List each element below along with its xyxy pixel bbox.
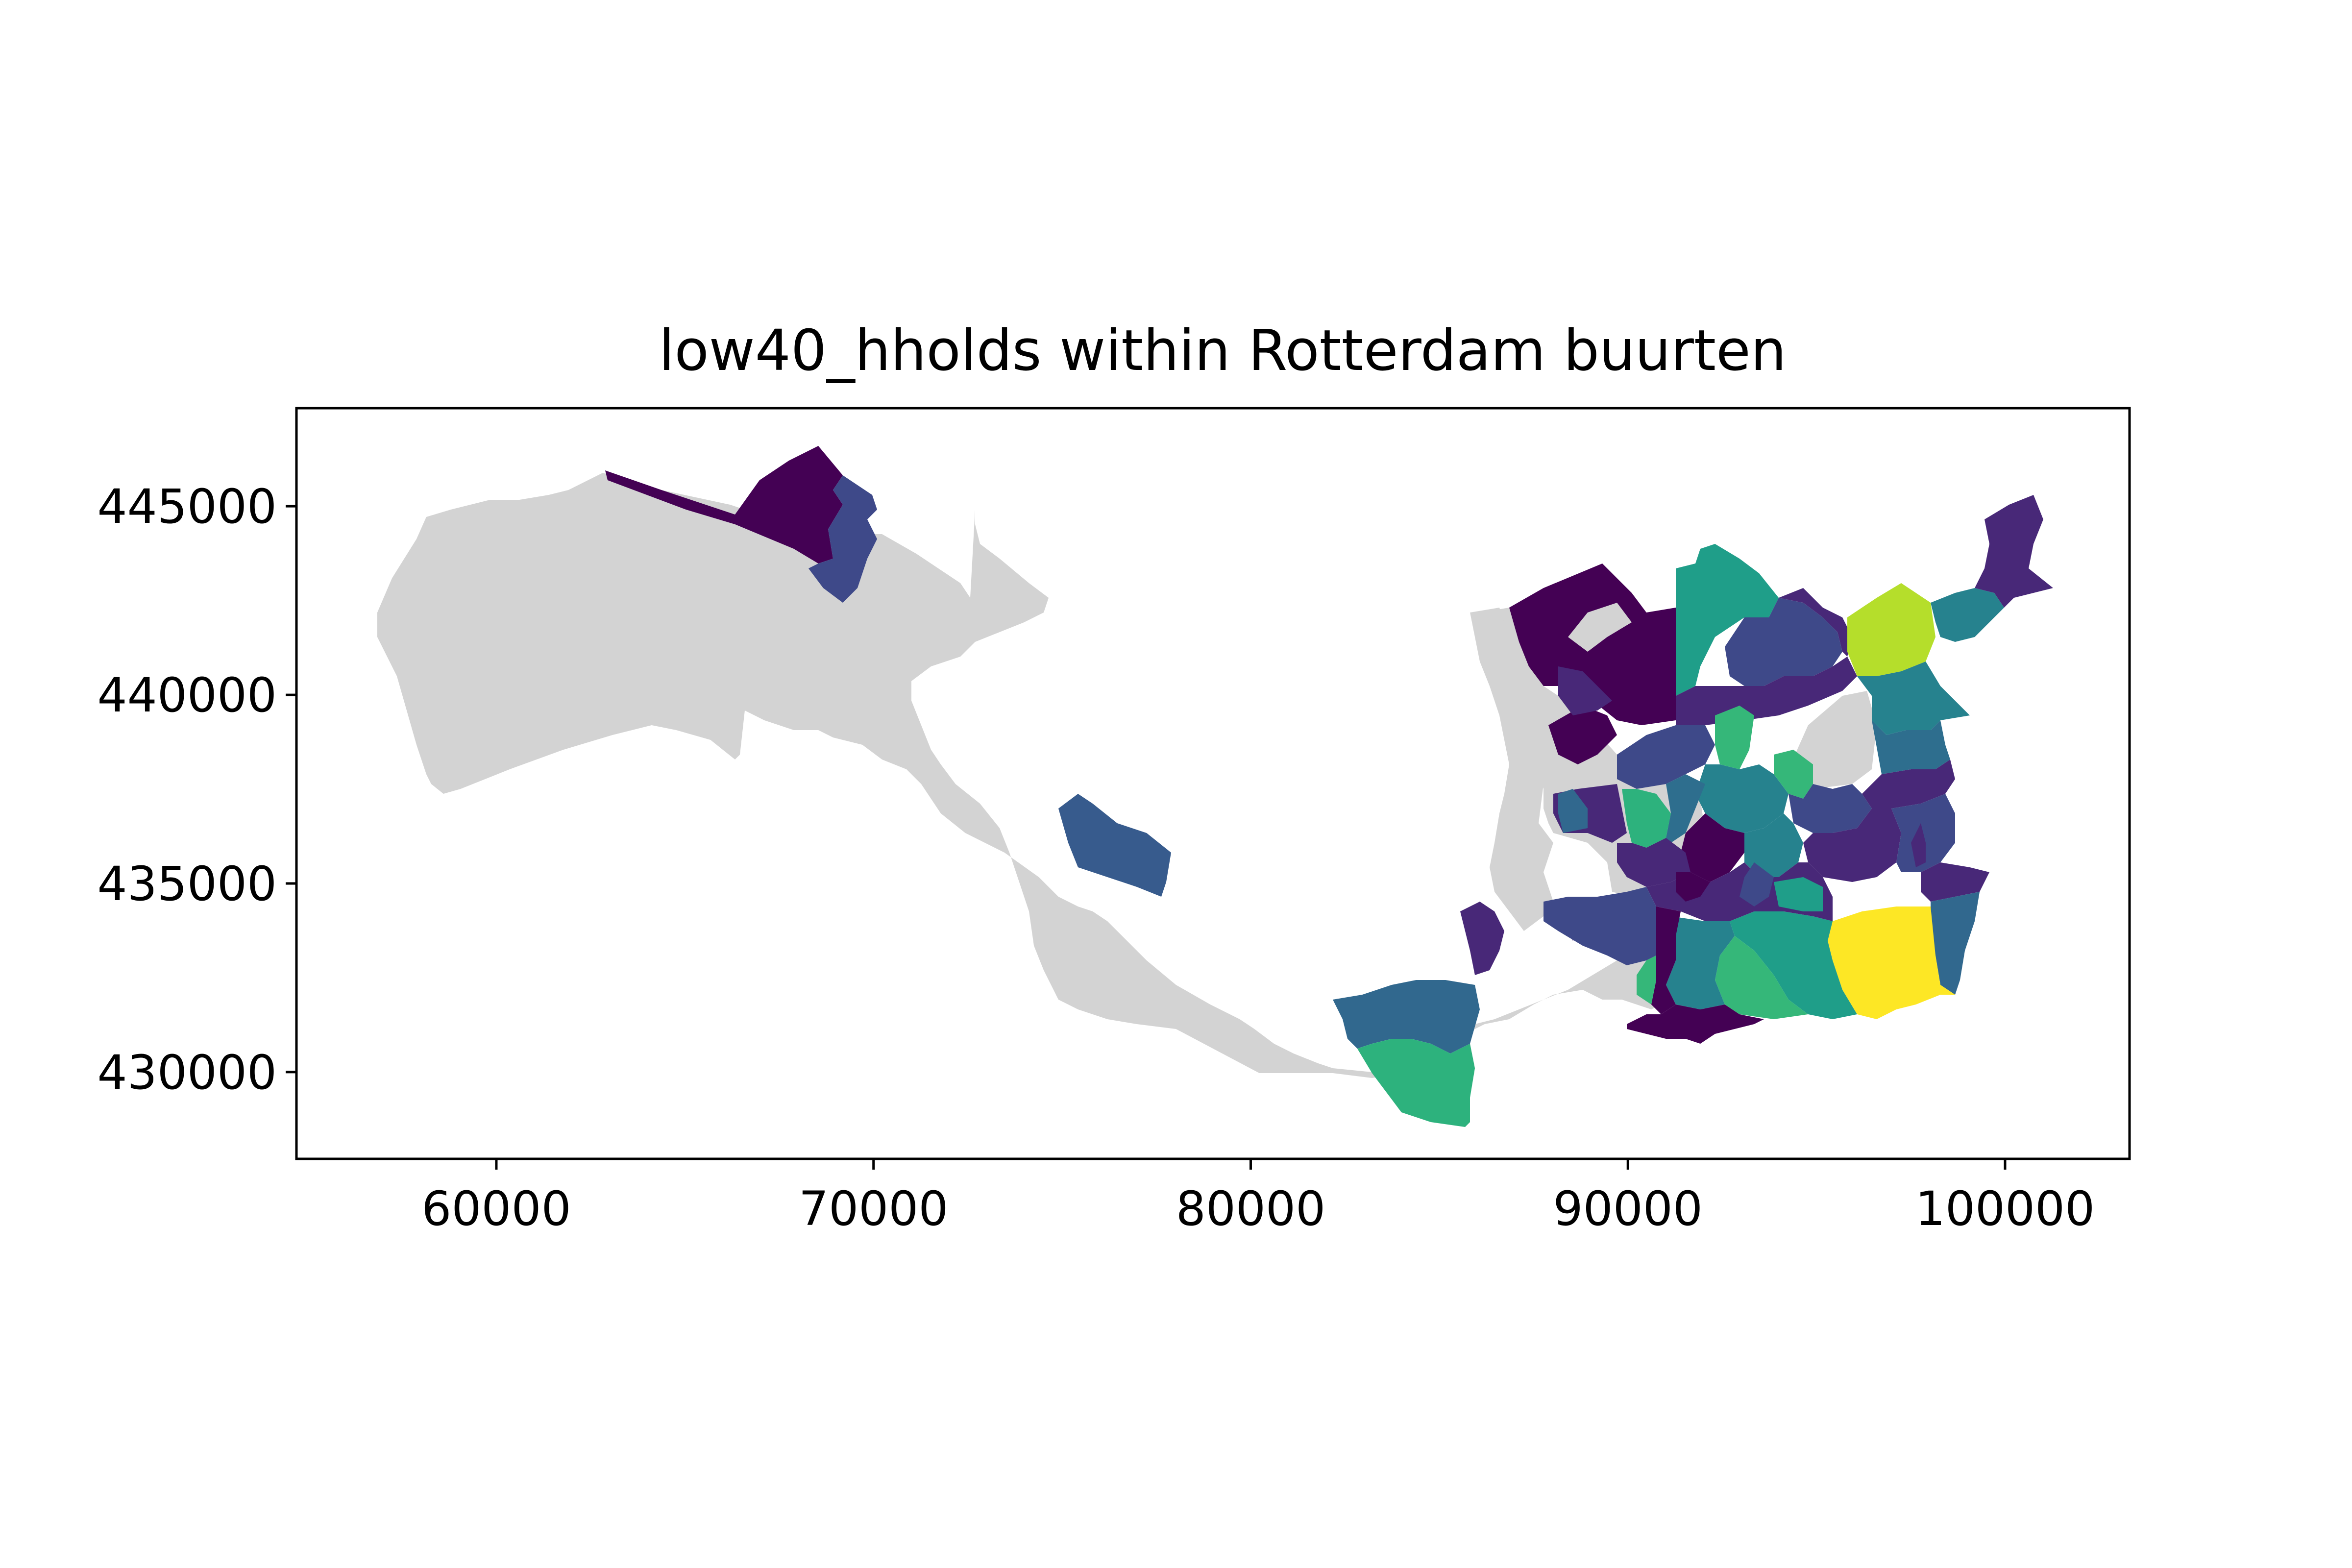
buurt-south-green: [1357, 1039, 1475, 1127]
buurt-midwest-blue: [1058, 794, 1171, 897]
buurt-center-teal-4: [1774, 877, 1823, 911]
buurt-ne-yellowgreen: [1847, 583, 1936, 676]
buurt-center-blue-4: [1740, 862, 1774, 906]
buurt-central-teal-3: [1744, 813, 1803, 877]
buurt-east-purple-finger: [1911, 823, 1926, 867]
buurt-east-purple-col: [1862, 760, 1955, 808]
buurt-central-purple-2: [1617, 838, 1690, 887]
map-layer: [377, 446, 2053, 1127]
buurt-ne-top-purple: [1975, 495, 2053, 608]
y-tick-label: 435000: [98, 857, 277, 911]
buurt-south-dark-band: [1627, 1004, 1764, 1044]
buurt-central-blue-2: [1788, 784, 1872, 833]
x-tick-label: 100000: [1915, 1181, 2095, 1236]
buurt-south-dark-1: [1651, 906, 1681, 1014]
buurt-south-mid-blue: [1544, 887, 1656, 965]
buurt-west-teal-small: [1558, 789, 1588, 833]
buurt-ne-purple-2: [1779, 588, 1852, 657]
buurt-south-teal-2: [1666, 916, 1735, 1009]
buurt-central-teal-1: [1695, 764, 1788, 833]
buurt-central-green-2: [1774, 750, 1813, 799]
y-tick-label: 430000: [98, 1045, 277, 1100]
nodata-region-northwest-ring: [1470, 608, 1583, 931]
buurt-south-blue: [1333, 980, 1480, 1054]
buurt-ne-dark-left: [1548, 706, 1617, 764]
buurt-southwest-purple: [1460, 902, 1504, 975]
x-tick-label: 70000: [799, 1181, 948, 1236]
x-tick-label: 90000: [1553, 1181, 1703, 1236]
buurt-center-dark-2: [1676, 872, 1710, 902]
buurt-ne-green-north: [1676, 544, 1779, 696]
y-tick-label: 440000: [98, 668, 277, 723]
buurt-ne-blue-mid: [1725, 598, 1842, 686]
buurt-central-teal-2: [1666, 774, 1705, 843]
buurt-ne-nodata-hole: [1568, 603, 1632, 652]
buurt-east-teal-col1: [1857, 662, 1970, 735]
buurt-central-dark-1: [1681, 813, 1744, 882]
x-tick-label: 80000: [1176, 1181, 1325, 1236]
x-axis: 60000 70000 80000 90000 100000: [421, 1159, 2095, 1236]
buurt-northwest-strip: [605, 446, 843, 564]
map-title: low40_hholds within Rotterdam buurten: [659, 318, 1786, 384]
buurt-central-blue-1: [1617, 725, 1715, 789]
y-tick-label: 445000: [98, 479, 277, 534]
x-tick-label: 60000: [421, 1181, 571, 1236]
buurt-south-green-small: [1637, 956, 1656, 1004]
buurt-south-teal-1: [1730, 911, 1857, 1019]
buurt-central-green-3: [1622, 789, 1671, 848]
buurt-south-green-1: [1715, 936, 1808, 1019]
buurt-ne-purple-left: [1558, 666, 1612, 715]
buurt-central-purple-3: [1803, 808, 1901, 882]
buurt-central-green-1: [1715, 706, 1754, 769]
buurt-southeast-blue: [1931, 892, 1980, 995]
y-axis: 445000 440000 435000 430000: [98, 479, 296, 1100]
buurt-northwest-blue: [808, 475, 877, 603]
buurt-southeast-yellow: [1828, 906, 1955, 1019]
buurt-east-teal-col2: [1872, 720, 1950, 774]
buurt-ne-teal-right: [1931, 588, 2004, 642]
nodata-region-west: [377, 473, 1705, 1078]
buurt-ne-purple-band: [1676, 657, 1857, 725]
buurt-southeast-band: [1921, 862, 1989, 902]
axes-frame: [295, 407, 2131, 1160]
